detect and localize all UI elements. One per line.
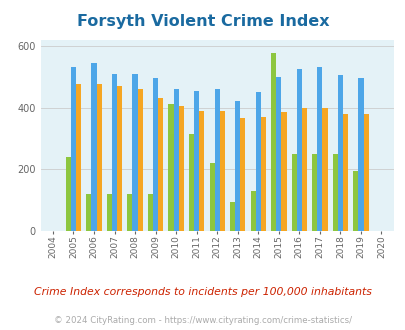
Bar — [281, 112, 286, 231]
Bar — [209, 163, 214, 231]
Bar — [275, 77, 281, 231]
Bar — [255, 92, 260, 231]
Bar — [194, 90, 199, 231]
Bar — [301, 108, 306, 231]
Bar — [173, 89, 178, 231]
Bar — [158, 98, 163, 231]
Text: Forsyth Violent Crime Index: Forsyth Violent Crime Index — [77, 14, 328, 29]
Bar — [219, 111, 224, 231]
Bar — [296, 69, 301, 231]
Bar — [199, 111, 204, 231]
Bar — [317, 67, 322, 231]
Bar — [352, 171, 358, 231]
Bar — [271, 53, 275, 231]
Bar — [214, 89, 219, 231]
Bar — [260, 117, 265, 231]
Bar — [250, 191, 255, 231]
Text: Crime Index corresponds to incidents per 100,000 inhabitants: Crime Index corresponds to incidents per… — [34, 287, 371, 297]
Bar — [112, 74, 117, 231]
Bar — [230, 202, 234, 231]
Bar — [311, 154, 317, 231]
Bar — [362, 114, 368, 231]
Bar — [96, 84, 101, 231]
Bar — [117, 86, 122, 231]
Bar — [71, 67, 76, 231]
Bar — [127, 194, 132, 231]
Bar — [86, 194, 91, 231]
Bar — [178, 106, 183, 231]
Bar — [291, 154, 296, 231]
Bar — [132, 74, 137, 231]
Bar — [342, 114, 347, 231]
Bar — [322, 108, 327, 231]
Bar — [168, 104, 173, 231]
Bar — [240, 118, 245, 231]
Bar — [153, 78, 158, 231]
Bar — [188, 134, 194, 231]
Bar — [66, 157, 71, 231]
Bar — [91, 63, 96, 231]
Text: © 2024 CityRating.com - https://www.cityrating.com/crime-statistics/: © 2024 CityRating.com - https://www.city… — [54, 316, 351, 325]
Bar — [337, 75, 342, 231]
Bar — [107, 194, 112, 231]
Bar — [332, 154, 337, 231]
Bar — [358, 78, 362, 231]
Bar — [234, 101, 240, 231]
Bar — [137, 89, 143, 231]
Bar — [147, 194, 153, 231]
Bar — [76, 84, 81, 231]
